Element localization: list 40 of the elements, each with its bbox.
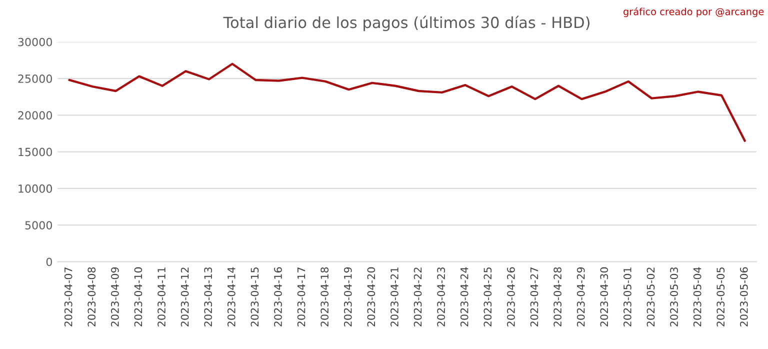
x-tick-label: 2023-04-08 (88, 267, 96, 326)
x-tick-label: 2023-04-26 (507, 267, 515, 326)
x-tick-label: 2023-04-25 (484, 268, 492, 326)
x-tick-label: 2023-04-21 (390, 268, 398, 326)
y-tick-label: 15000 (18, 148, 52, 156)
y-tick-label: 25000 (18, 74, 52, 83)
x-tick-label: 2023-04-10 (134, 267, 142, 326)
y-tick-label: 5000 (25, 221, 52, 230)
y-tick-label: 30000 (18, 38, 52, 46)
y-tick-label: 0 (46, 258, 52, 266)
x-tick-label: 2023-04-09 (110, 267, 119, 326)
text: gráfico creado por @arcange (624, 7, 764, 18)
x-tick-label: 2023-04-29 (576, 267, 585, 326)
x-tick-label: 2023-05-01 (623, 268, 632, 326)
x-tick-label: 2023-04-24 (460, 267, 468, 326)
x-tick-label: 2023-04-19 (344, 267, 352, 326)
x-tick-label: 2023-04-15 (250, 268, 259, 326)
x-tick-label: 2023-05-03 (670, 267, 678, 326)
x-tick-label: 2023-04-22 (414, 268, 422, 326)
x-tick-label: 2023-05-04 (693, 267, 702, 326)
y-tick-label: 10000 (18, 184, 52, 193)
x-tick-label: 2023-04-13 (204, 267, 212, 326)
x-tick-label: 2023-04-18 (320, 267, 329, 326)
x-tick-label: 2023-04-17 (297, 268, 306, 326)
y-tick-label: 20000 (18, 111, 52, 120)
x-tick-label: 2023-04-30 (600, 267, 608, 326)
x-tick-label: 2023-04-16 (274, 267, 282, 326)
x-tick-label: 2023-04-27 (530, 268, 538, 326)
x-tick-label: 2023-05-06 (740, 267, 748, 326)
x-tick-label: 2023-05-05 (716, 268, 725, 326)
x-tick-label: 2023-04-11 (158, 268, 166, 326)
x-tick-label: 2023-04-07 (64, 268, 72, 326)
x-tick-label: 2023-04-23 (437, 267, 446, 326)
line-series (68, 62, 746, 142)
x-tick-label: 2023-04-20 (367, 267, 376, 326)
x-tick-label: 2023-04-12 (180, 268, 189, 326)
x-tick-label: 2023-05-02 (646, 268, 655, 326)
chart-title: Total diario de los pagos (últimos 30 días - HBD) (223, 16, 590, 32)
x-tick-label: 2023-04-28 (554, 267, 562, 326)
x-tick-label: 2023-04-14 (227, 267, 236, 326)
